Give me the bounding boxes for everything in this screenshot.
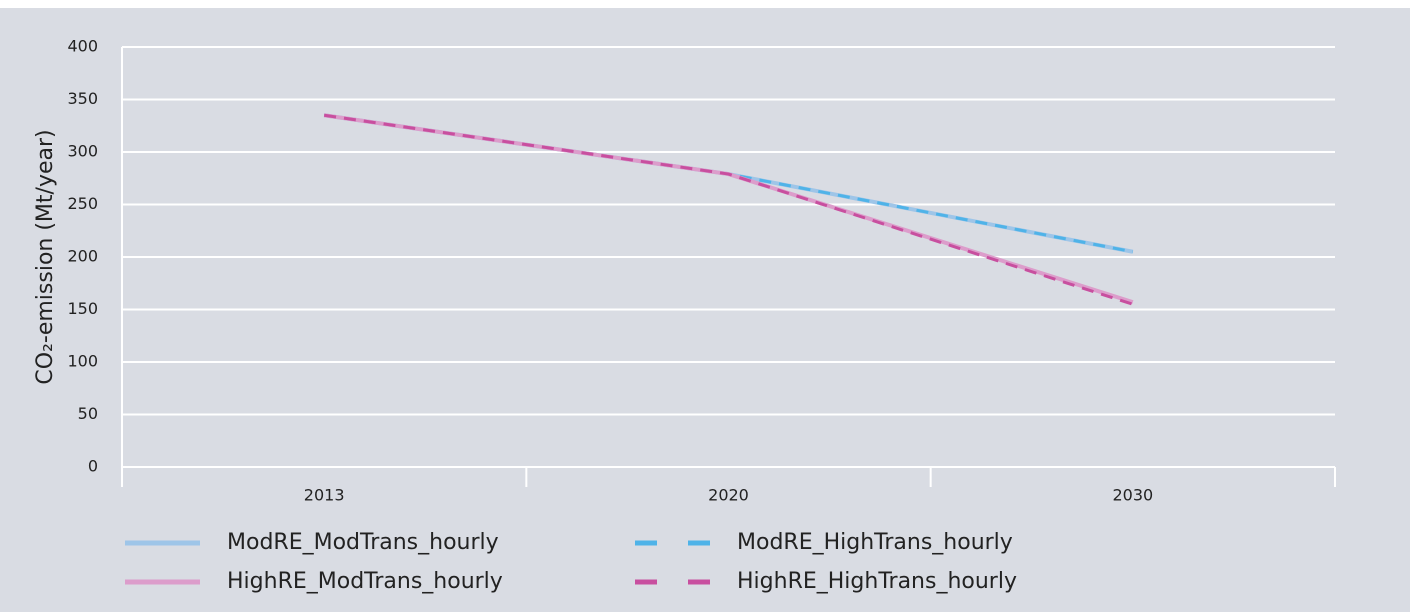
legend-label: HighRE_HighTrans_hourly: [737, 569, 1017, 594]
series-line: [323, 113, 1134, 306]
y-tick-label: 400: [67, 37, 98, 56]
y-tick-label: 250: [67, 194, 98, 213]
y-tick-label: 350: [67, 89, 98, 108]
legend-label: ModRE_ModTrans_hourly: [227, 530, 499, 555]
y-tick-label: 200: [67, 247, 98, 266]
legend-label: HighRE_ModTrans_hourly: [227, 569, 503, 594]
x-tick-label: 2013: [304, 486, 345, 505]
x-tick-label: 2030: [1112, 486, 1153, 505]
y-tick-label: 150: [67, 299, 98, 318]
y-tick-label: 0: [88, 457, 98, 476]
y-tick-label: 300: [67, 142, 98, 161]
y-axis-title: CO₂-emission (Mt/year): [33, 129, 58, 384]
y-tick-label: 50: [78, 404, 98, 423]
x-tick-label: 2020: [708, 486, 749, 505]
legend-label: ModRE_HighTrans_hourly: [737, 530, 1013, 555]
y-tick-label: 100: [67, 352, 98, 371]
